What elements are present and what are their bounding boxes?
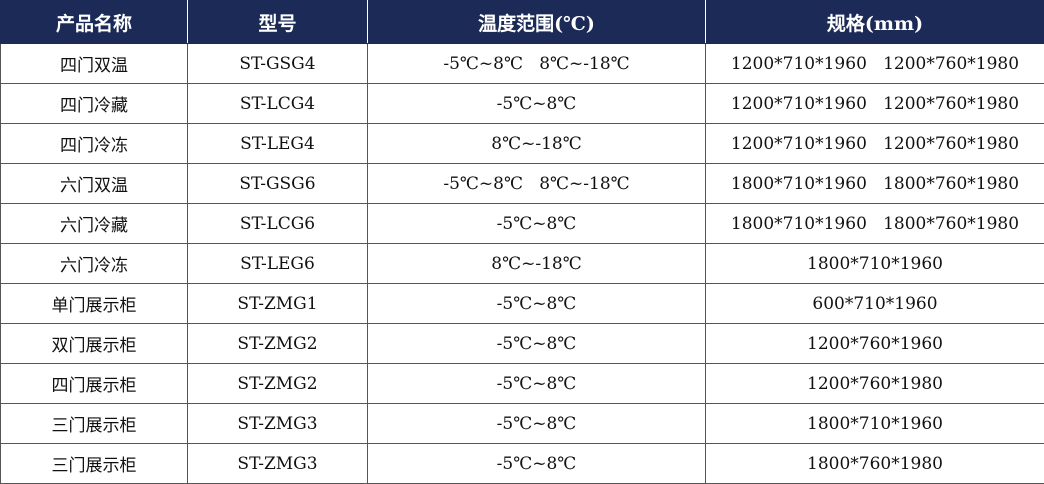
cell-dimensions: 1800*710*1960 1800*760*1980 [706, 164, 1044, 204]
cell-temperature-range: -5℃~8℃ [368, 404, 706, 444]
cell-model: ST-LEG4 [188, 124, 368, 164]
cell-dimensions: 1200*710*1960 1200*760*1980 [706, 44, 1044, 84]
cell-model: ST-GSG4 [188, 44, 368, 84]
cell-product-name: 四门冷冻 [1, 124, 188, 164]
cell-temperature-range: -5℃~8℃ [368, 284, 706, 324]
cell-temperature-range: -5℃~8℃ [368, 364, 706, 404]
cell-temperature-range: 8℃~-18℃ [368, 244, 706, 284]
header-product-name: 产品名称 [1, 1, 188, 44]
header-temperature-range: 温度范围(℃) [368, 1, 706, 44]
cell-product-name: 四门双温 [1, 44, 188, 84]
cell-model: ST-ZMG3 [188, 404, 368, 444]
cell-dimensions: 1800*710*1960 1800*760*1980 [706, 204, 1044, 244]
cell-model: ST-ZMG3 [188, 444, 368, 484]
cell-dimensions: 1200*760*1980 [706, 364, 1044, 404]
cell-dimensions: 1200*710*1960 1200*760*1980 [706, 124, 1044, 164]
cell-product-name: 六门双温 [1, 164, 188, 204]
cell-temperature-range: -5℃~8℃ [368, 324, 706, 364]
cell-product-name: 三门展示柜 [1, 404, 188, 444]
cell-model: ST-ZMG2 [188, 364, 368, 404]
cell-dimensions: 1200*710*1960 1200*760*1980 [706, 84, 1044, 124]
cell-dimensions: 1800*760*1980 [706, 444, 1044, 484]
cell-temperature-range: -5℃~8℃ 8℃~-18℃ [368, 164, 706, 204]
cell-product-name: 双门展示柜 [1, 324, 188, 364]
cell-dimensions: 1800*710*1960 [706, 244, 1044, 284]
cell-product-name: 六门冷冻 [1, 244, 188, 284]
cell-model: ST-LEG6 [188, 244, 368, 284]
cell-model: ST-ZMG1 [188, 284, 368, 324]
cell-product-name: 六门冷藏 [1, 204, 188, 244]
cell-temperature-range: -5℃~8℃ [368, 84, 706, 124]
cell-dimensions: 1800*710*1960 [706, 404, 1044, 444]
cell-model: ST-GSG6 [188, 164, 368, 204]
header-row: 产品名称 型号 温度范围(℃) 规格(mm) [1, 1, 1044, 44]
cell-model: ST-LCG6 [188, 204, 368, 244]
cell-temperature-range: -5℃~8℃ 8℃~-18℃ [368, 44, 706, 84]
cell-dimensions: 600*710*1960 [706, 284, 1044, 324]
cell-model: ST-ZMG2 [188, 324, 368, 364]
cell-dimensions: 1200*760*1960 [706, 324, 1044, 364]
cell-product-name: 单门展示柜 [1, 284, 188, 324]
cell-temperature-range: 8℃~-18℃ [368, 124, 706, 164]
cell-product-name: 四门冷藏 [1, 84, 188, 124]
cell-product-name: 三门展示柜 [1, 444, 188, 484]
header-model: 型号 [188, 1, 368, 44]
cell-temperature-range: -5℃~8℃ [368, 204, 706, 244]
cell-temperature-range: -5℃~8℃ [368, 444, 706, 484]
cell-model: ST-LCG4 [188, 84, 368, 124]
cell-product-name: 四门展示柜 [1, 364, 188, 404]
header-dimensions: 规格(mm) [706, 1, 1044, 44]
